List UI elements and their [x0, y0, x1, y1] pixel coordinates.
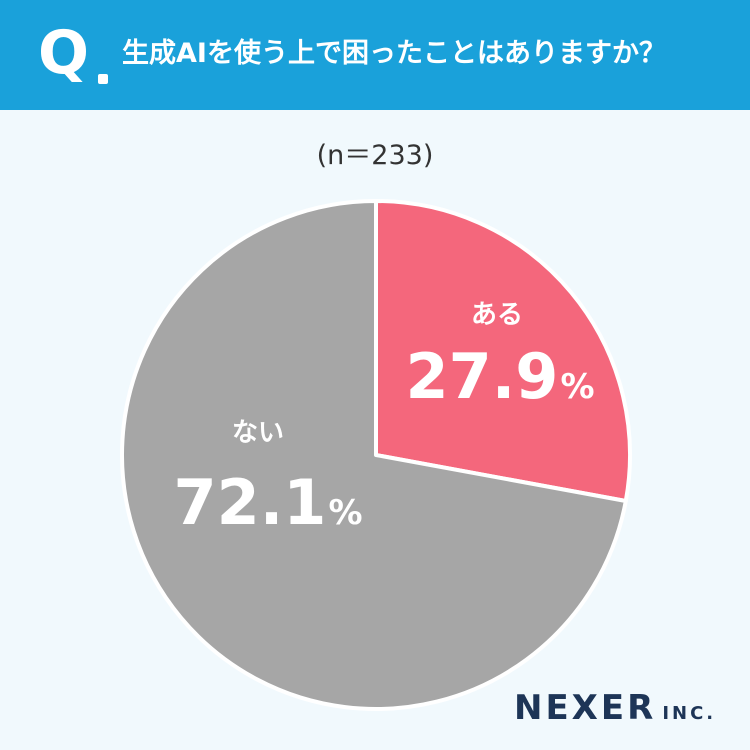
slice-aru	[374, 199, 632, 504]
nexer-logo: NEXER INC.	[514, 688, 716, 728]
logo-sub-text: INC.	[662, 703, 717, 724]
question-text: 生成AIを使う上で困ったことはありますか？	[122, 38, 666, 69]
slice-value-0: 27.9%	[405, 340, 594, 413]
logo-main-text: NEXER	[514, 688, 657, 728]
slice-label-1: ない	[232, 418, 284, 448]
q-mark: Q	[38, 18, 90, 88]
slice-value-1: 72.1%	[173, 466, 362, 539]
sample-size: (n＝233)	[316, 140, 434, 171]
q-dot-icon	[98, 74, 108, 84]
slice-nai	[120, 199, 628, 711]
question-header: Q 生成AIを使う上で困ったことはありますか？	[0, 0, 750, 110]
slice-label-0: ある	[471, 300, 523, 330]
